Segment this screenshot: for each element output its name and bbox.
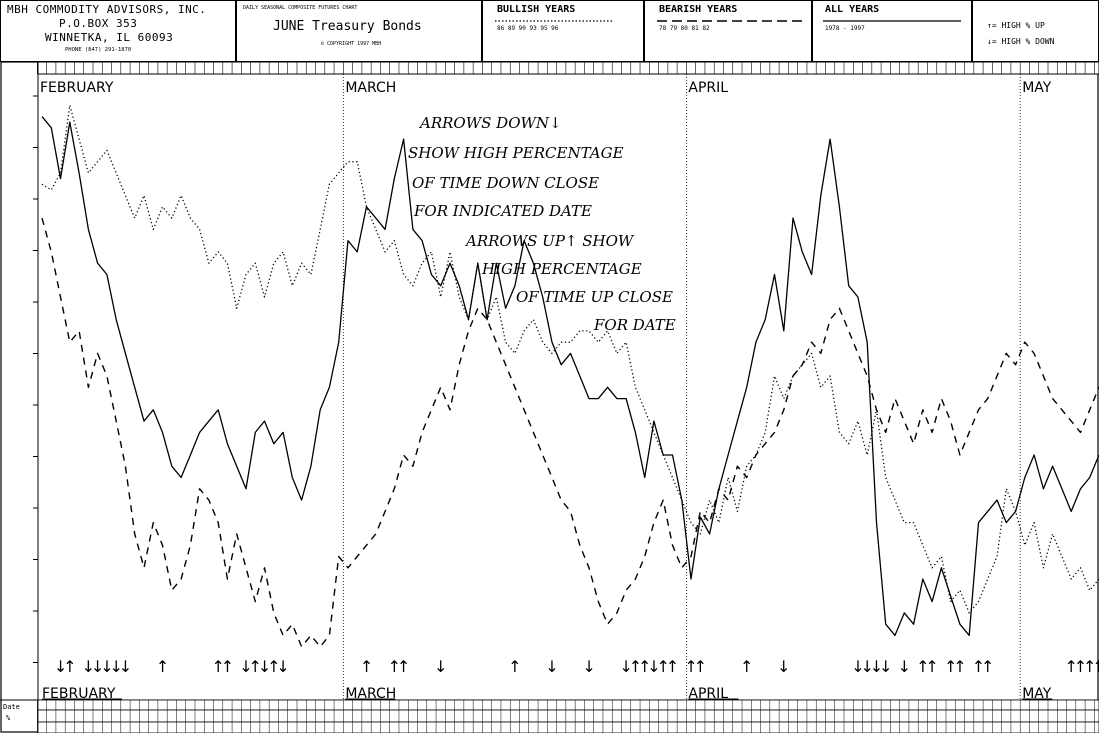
legend-bullish-title: BULLISH YEARS — [497, 4, 576, 15]
bottom-row — [37, 721, 1099, 733]
legend-bullish-swatch — [495, 20, 613, 22]
chart-kind-label: DAILY SEASONAL COMPOSITE FUTURES CHART — [243, 5, 358, 11]
legend-bullish-years: 86 89 90 93 95 96 — [497, 25, 559, 32]
handwritten-note-line: OF TIME UP CLOSE — [516, 288, 673, 306]
arrow-up-marker: ↑ — [221, 657, 234, 676]
series-line-all-years — [41, 116, 1099, 637]
handwritten-note-line: FOR INDICATED DATE — [413, 202, 592, 220]
arrow-up-marker: ↑ — [657, 657, 670, 676]
copyright-notice: © COPYRIGHT 1997 MBH — [321, 41, 382, 47]
arrow-down-marker: ↓ — [860, 657, 873, 676]
arrow-up-marker: ↑ — [684, 657, 697, 676]
month-label-top: APRIL — [688, 80, 728, 96]
arrow-down-marker: ↓ — [276, 657, 289, 676]
arrow-down-marker: ↓ — [898, 657, 911, 676]
arrow-down-marker: ↓ — [851, 657, 864, 676]
handwritten-note-line: OF TIME DOWN CLOSE — [412, 174, 599, 192]
arrow-down-marker: ↓ — [239, 657, 252, 676]
arrow-down-marker: ↓ — [619, 657, 632, 676]
legend-all-swatch — [823, 20, 961, 22]
contract-title: JUNE Treasury Bonds — [273, 19, 422, 34]
arrow-up-marker: ↑ — [916, 657, 929, 676]
month-label-top: MARCH — [345, 80, 396, 96]
arrow-up-marker: ↑ — [666, 657, 679, 676]
arrow-up-marker: ↑ — [944, 657, 957, 676]
arrow-down-marker: ↓ — [82, 657, 95, 676]
month-label-bottom: APRIL — [688, 686, 728, 702]
handwritten-note-line: ARROWS DOWN↓ — [418, 114, 562, 132]
percent-row — [37, 709, 1099, 723]
arrow-up-marker: ↑ — [629, 657, 642, 676]
date-row — [37, 699, 1099, 711]
series-line-bearish-years — [41, 217, 1099, 648]
arrow-down-marker: ↓ — [879, 657, 892, 676]
firm-address-line1: P.O.BOX 353 — [59, 17, 138, 30]
chart-border — [0, 61, 1099, 733]
handwritten-note-line: ARROWS UP↑ SHOW — [464, 232, 635, 250]
firm-name: MBH COMMODITY ADVISORS, INC. — [7, 3, 207, 16]
month-label-bottom: MARCH — [345, 686, 396, 702]
arrow-down-marker: ↓ — [777, 657, 790, 676]
month-label-top: MAY — [1022, 80, 1052, 96]
arrow-up-marker: ↑ — [397, 657, 410, 676]
arrow-down-marker: ↓ — [109, 657, 122, 676]
legend-bearish-title: BEARISH YEARS — [659, 4, 738, 15]
arrow-down-marker: ↓ — [258, 657, 271, 676]
arrow-up-marker: ↑ — [972, 657, 985, 676]
arrow-up-marker: ↑ — [694, 657, 707, 676]
month-label-bottom: FEBRUARY — [42, 686, 116, 702]
arrow-up-marker: ↑ — [638, 657, 651, 676]
firm-phone: PHONE (847) 291-1870 — [65, 47, 132, 53]
arrow-down-marker: ↓ — [91, 657, 104, 676]
percent-row-label: % — [6, 714, 11, 722]
arrow-up-marker: ↑ — [360, 657, 373, 676]
arrow-up-marker: ↑ — [1074, 657, 1087, 676]
date-row-label: Date — [3, 703, 20, 711]
arrow-down-marker: ↓ — [545, 657, 558, 676]
arrow-up-marker: ↑ — [267, 657, 280, 676]
arrow-down-marker: ↓ — [100, 657, 113, 676]
legend-bearish-years: 78 79 80 81 82 — [659, 25, 710, 32]
arrow-down-marker: ↓ — [434, 657, 447, 676]
handwritten-note-line: FOR DATE — [593, 316, 676, 334]
firm-address-line2: WINNETKA, IL 60093 — [45, 31, 174, 44]
handwritten-note-line: HIGH PERCENTAGE — [481, 260, 642, 278]
arrow-up-marker: ↑ — [388, 657, 401, 676]
top-date-ruler — [37, 61, 1099, 75]
legend-arrow-down: ↓= HIGH % DOWN — [987, 37, 1055, 46]
handwritten-note-line: SHOW HIGH PERCENTAGE — [408, 144, 624, 162]
arrow-up-marker: ↑ — [953, 657, 966, 676]
legend-bearish-swatch — [657, 20, 807, 22]
arrow-up-marker: ↑ — [211, 657, 224, 676]
arrow-down-marker: ↓ — [647, 657, 660, 676]
arrow-up-marker: ↑ — [740, 657, 753, 676]
arrow-up-marker: ↑ — [508, 657, 521, 676]
series-line-bullish-years — [41, 104, 1099, 614]
legend-arrow-up: ↑= HIGH % UP — [987, 21, 1045, 30]
legend-all-title: ALL YEARS — [825, 4, 880, 15]
arrow-down-marker: ↓ — [582, 657, 595, 676]
month-label-bottom: MAY — [1022, 686, 1052, 702]
arrow-up-marker: ↑ — [981, 657, 994, 676]
arrow-down-marker: ↓ — [870, 657, 883, 676]
arrow-up-marker: ↑ — [925, 657, 938, 676]
arrow-up-marker: ↑ — [63, 657, 76, 676]
arrow-up-marker: ↑ — [156, 657, 169, 676]
arrow-up-marker: ↑ — [1083, 657, 1096, 676]
arrow-up-marker: ↑ — [249, 657, 262, 676]
firm-info-box: MBH COMMODITY ADVISORS, INC. P.O.BOX 353… — [0, 0, 236, 62]
month-label-top: FEBRUARY — [40, 80, 114, 96]
arrow-up-marker: ↑ — [1064, 657, 1077, 676]
arrow-up-marker: ↑ — [1092, 657, 1099, 676]
arrow-down-marker: ↓ — [54, 657, 67, 676]
legend-all-years: 1978 - 1997 — [825, 25, 865, 32]
arrow-down-marker: ↓ — [119, 657, 132, 676]
